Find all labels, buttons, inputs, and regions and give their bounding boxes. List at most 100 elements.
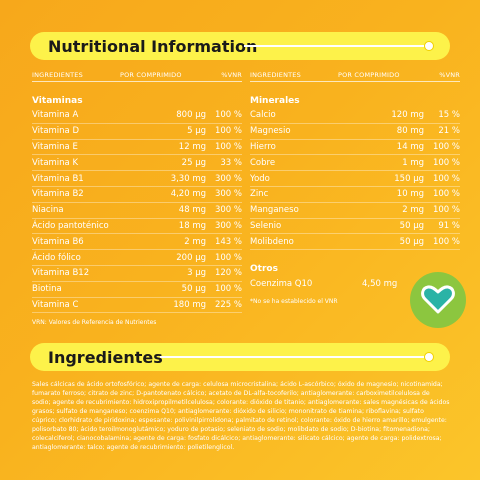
nutrient-name: Cobre bbox=[250, 157, 276, 168]
nutrient-amount: 10 mg bbox=[396, 189, 424, 200]
table-row: Vitamina C 180 mg 225 % bbox=[32, 298, 242, 314]
table-row: Coenzima Q10 4,50 mg bbox=[250, 276, 460, 292]
table-row: Vitamina D 5 µg 100 % bbox=[32, 124, 242, 140]
nutrient-name: Biotina bbox=[32, 284, 62, 295]
nutrient-name: Coenzima Q10 bbox=[250, 279, 313, 290]
header-divider-line bbox=[160, 356, 424, 358]
heart-badge bbox=[410, 272, 466, 328]
heart-icon bbox=[421, 285, 455, 314]
nutrient-vnr: 100 % bbox=[214, 110, 242, 121]
nutrient-name: Calcio bbox=[250, 110, 276, 121]
nutrient-vnr: 100 % bbox=[214, 141, 242, 152]
nutrient-name: Magnesio bbox=[250, 126, 291, 137]
nutrient-amount: 48 mg bbox=[178, 205, 206, 216]
ingredientes-title: Ingredientes bbox=[48, 347, 163, 367]
table-row: Magnesio 80 mg 21 % bbox=[250, 124, 460, 140]
nutrient-name: Ácido fólico bbox=[32, 252, 81, 263]
nutrient-vnr: 100 % bbox=[432, 205, 460, 216]
table-row: Ácido fólico 200 µg 100 % bbox=[32, 250, 242, 266]
header-vnr: %VNR bbox=[439, 70, 460, 79]
nutrient-vnr: 120 % bbox=[214, 268, 242, 279]
nutrient-amount: 120 mg bbox=[391, 110, 424, 121]
table-row: Biotina 50 µg 100 % bbox=[32, 282, 242, 298]
table-row: Ácido pantoténico 18 mg 300 % bbox=[32, 219, 242, 235]
table-row: Selenio 50 µg 91 % bbox=[250, 219, 460, 235]
table-row: Yodo 150 µg 100 % bbox=[250, 171, 460, 187]
nutrient-name: Vitamina B1 bbox=[32, 173, 84, 184]
nutrient-name: Selenio bbox=[250, 220, 282, 231]
header-vnr: %VNR bbox=[221, 70, 242, 79]
nutrient-name: Vitamina B2 bbox=[32, 189, 84, 200]
nutrient-name: Vitamina C bbox=[32, 299, 79, 310]
nutrient-amount: 200 µg bbox=[176, 252, 206, 263]
vitaminas-list: Vitamina A 800 µg 100 % Vitamina D 5 µg 100 %… bbox=[32, 108, 242, 314]
nutrient-vnr: 100 % bbox=[214, 126, 242, 137]
header-por-comprimido: POR COMPRIMIDO bbox=[338, 70, 400, 79]
table-row: Vitamina A 800 µg 100 % bbox=[32, 108, 242, 124]
nutrient-amount: 3,30 mg bbox=[170, 173, 206, 184]
table-row: Molibdeno 50 µg 100 % bbox=[250, 234, 460, 251]
nutrient-amount: 2 mg bbox=[184, 236, 206, 247]
table-row: Cobre 1 mg 100 % bbox=[250, 155, 460, 172]
nutrient-name: Niacina bbox=[32, 205, 64, 216]
nutrient-vnr: 15 % bbox=[438, 110, 460, 121]
nutrient-vnr: 100 % bbox=[432, 173, 460, 184]
nutrient-vnr: 100 % bbox=[432, 189, 460, 200]
nutrient-vnr: 100 % bbox=[432, 141, 460, 152]
nutrient-vnr: 300 % bbox=[214, 205, 242, 216]
table-row: Vitamina B6 2 mg 143 % bbox=[32, 234, 242, 251]
nutrient-amount: 800 µg bbox=[176, 110, 206, 121]
table-header: INGREDIENTES POR COMPRIMIDO %VNR bbox=[250, 68, 460, 82]
table-row: Vitamina E 12 mg 100 % bbox=[32, 140, 242, 156]
nutrient-vnr: 100 % bbox=[432, 236, 460, 247]
nutrient-amount: 180 mg bbox=[173, 299, 206, 310]
nutrient-name: Vitamina D bbox=[32, 126, 80, 137]
nutrient-amount: 12 mg bbox=[178, 141, 206, 152]
otros-list: Coenzima Q10 4,50 mg bbox=[250, 276, 460, 292]
nutrient-name: Vitamina B6 bbox=[32, 236, 84, 247]
nutrient-vnr: 225 % bbox=[214, 299, 242, 310]
nutrient-amount: 50 µg bbox=[399, 236, 424, 247]
nutrient-vnr: 300 % bbox=[214, 189, 242, 200]
nutrient-amount: 25 µg bbox=[181, 157, 206, 168]
minerales-column: INGREDIENTES POR COMPRIMIDO %VNR Mineral… bbox=[250, 68, 460, 305]
vrn-note: VRN: Valores de Referencia de Nutrientes bbox=[32, 319, 157, 327]
table-row: Zinc 10 mg 100 % bbox=[250, 187, 460, 203]
nutrient-vnr: 91 % bbox=[438, 220, 460, 231]
nutrient-amount: 50 µg bbox=[181, 284, 206, 295]
header-por-comprimido: POR COMPRIMIDO bbox=[120, 70, 182, 79]
nutrient-vnr: 300 % bbox=[214, 220, 242, 231]
nutrient-amount: 4,20 mg bbox=[170, 189, 206, 200]
vitaminas-column: INGREDIENTES POR COMPRIMIDO %VNR Vitamin… bbox=[32, 68, 242, 326]
nutrient-amount: 150 µg bbox=[394, 173, 424, 184]
nutrient-amount: 14 mg bbox=[396, 141, 424, 152]
nutrient-vnr: 100 % bbox=[432, 157, 460, 168]
minerales-list: Calcio 120 mg 15 % Magnesio 80 mg 21 % Hierro 1… bbox=[250, 108, 460, 251]
header-divider-line bbox=[244, 45, 424, 47]
nutrient-name: Molibdeno bbox=[250, 236, 294, 247]
nutrient-name: Yodo bbox=[250, 173, 270, 184]
table-row: Vitamina K 25 µg 33 % bbox=[32, 155, 242, 172]
nutrient-name: Vitamina B12 bbox=[32, 268, 90, 279]
vitaminas-title: Vitaminas bbox=[32, 96, 83, 106]
nutrient-name: Vitamina A bbox=[32, 110, 79, 121]
table-row: Vitamina B2 4,20 mg 300 % bbox=[32, 187, 242, 203]
nutrient-vnr: 100 % bbox=[214, 284, 242, 295]
ingredientes-header: Ingredientes bbox=[30, 343, 450, 371]
nutrient-amount: 80 mg bbox=[396, 126, 424, 137]
header-dot-icon bbox=[424, 41, 434, 51]
table-row: Hierro 14 mg 100 % bbox=[250, 140, 460, 156]
nutrient-name: Manganeso bbox=[250, 205, 299, 216]
nutrient-name: Vitamina E bbox=[32, 141, 78, 152]
nutrient-amount: 4,50 mg bbox=[362, 279, 398, 290]
otros-note: *No se ha establecido el VNR bbox=[250, 298, 338, 306]
header-ingredientes: INGREDIENTES bbox=[32, 70, 83, 79]
header-dot-icon bbox=[424, 352, 434, 362]
table-row: Vitamina B1 3,30 mg 300 % bbox=[32, 171, 242, 187]
nutrient-vnr: 143 % bbox=[214, 236, 242, 247]
otros-title: Otros bbox=[250, 264, 278, 275]
table-row: Manganeso 2 mg 100 % bbox=[250, 203, 460, 219]
ingredients-list-text: Sales cálcicas de ácido ortofosfórico; a… bbox=[32, 381, 450, 451]
header-ingredientes: INGREDIENTES bbox=[250, 70, 301, 79]
nutrient-name: Vitamina K bbox=[32, 157, 79, 168]
